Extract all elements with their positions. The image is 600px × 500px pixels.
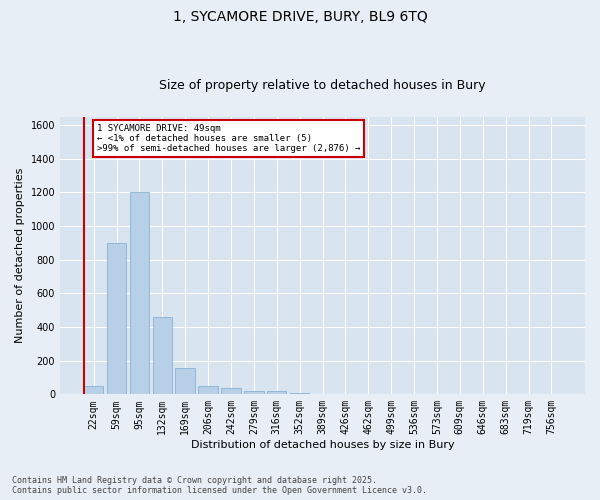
Text: 1, SYCAMORE DRIVE, BURY, BL9 6TQ: 1, SYCAMORE DRIVE, BURY, BL9 6TQ	[173, 10, 427, 24]
Bar	[267, 391, 286, 394]
Bar	[221, 388, 241, 394]
Bar	[84, 386, 103, 394]
Y-axis label: Number of detached properties: Number of detached properties	[15, 168, 25, 343]
Bar	[244, 391, 263, 394]
Bar	[107, 243, 126, 394]
Bar	[130, 192, 149, 394]
Text: 1 SYCAMORE DRIVE: 49sqm
← <1% of detached houses are smaller (5)
>99% of semi-de: 1 SYCAMORE DRIVE: 49sqm ← <1% of detache…	[97, 124, 361, 154]
Bar	[175, 368, 195, 394]
Title: Size of property relative to detached houses in Bury: Size of property relative to detached ho…	[159, 79, 486, 92]
Bar	[199, 386, 218, 394]
X-axis label: Distribution of detached houses by size in Bury: Distribution of detached houses by size …	[191, 440, 454, 450]
Bar	[152, 317, 172, 394]
Text: Contains HM Land Registry data © Crown copyright and database right 2025.
Contai: Contains HM Land Registry data © Crown c…	[12, 476, 427, 495]
